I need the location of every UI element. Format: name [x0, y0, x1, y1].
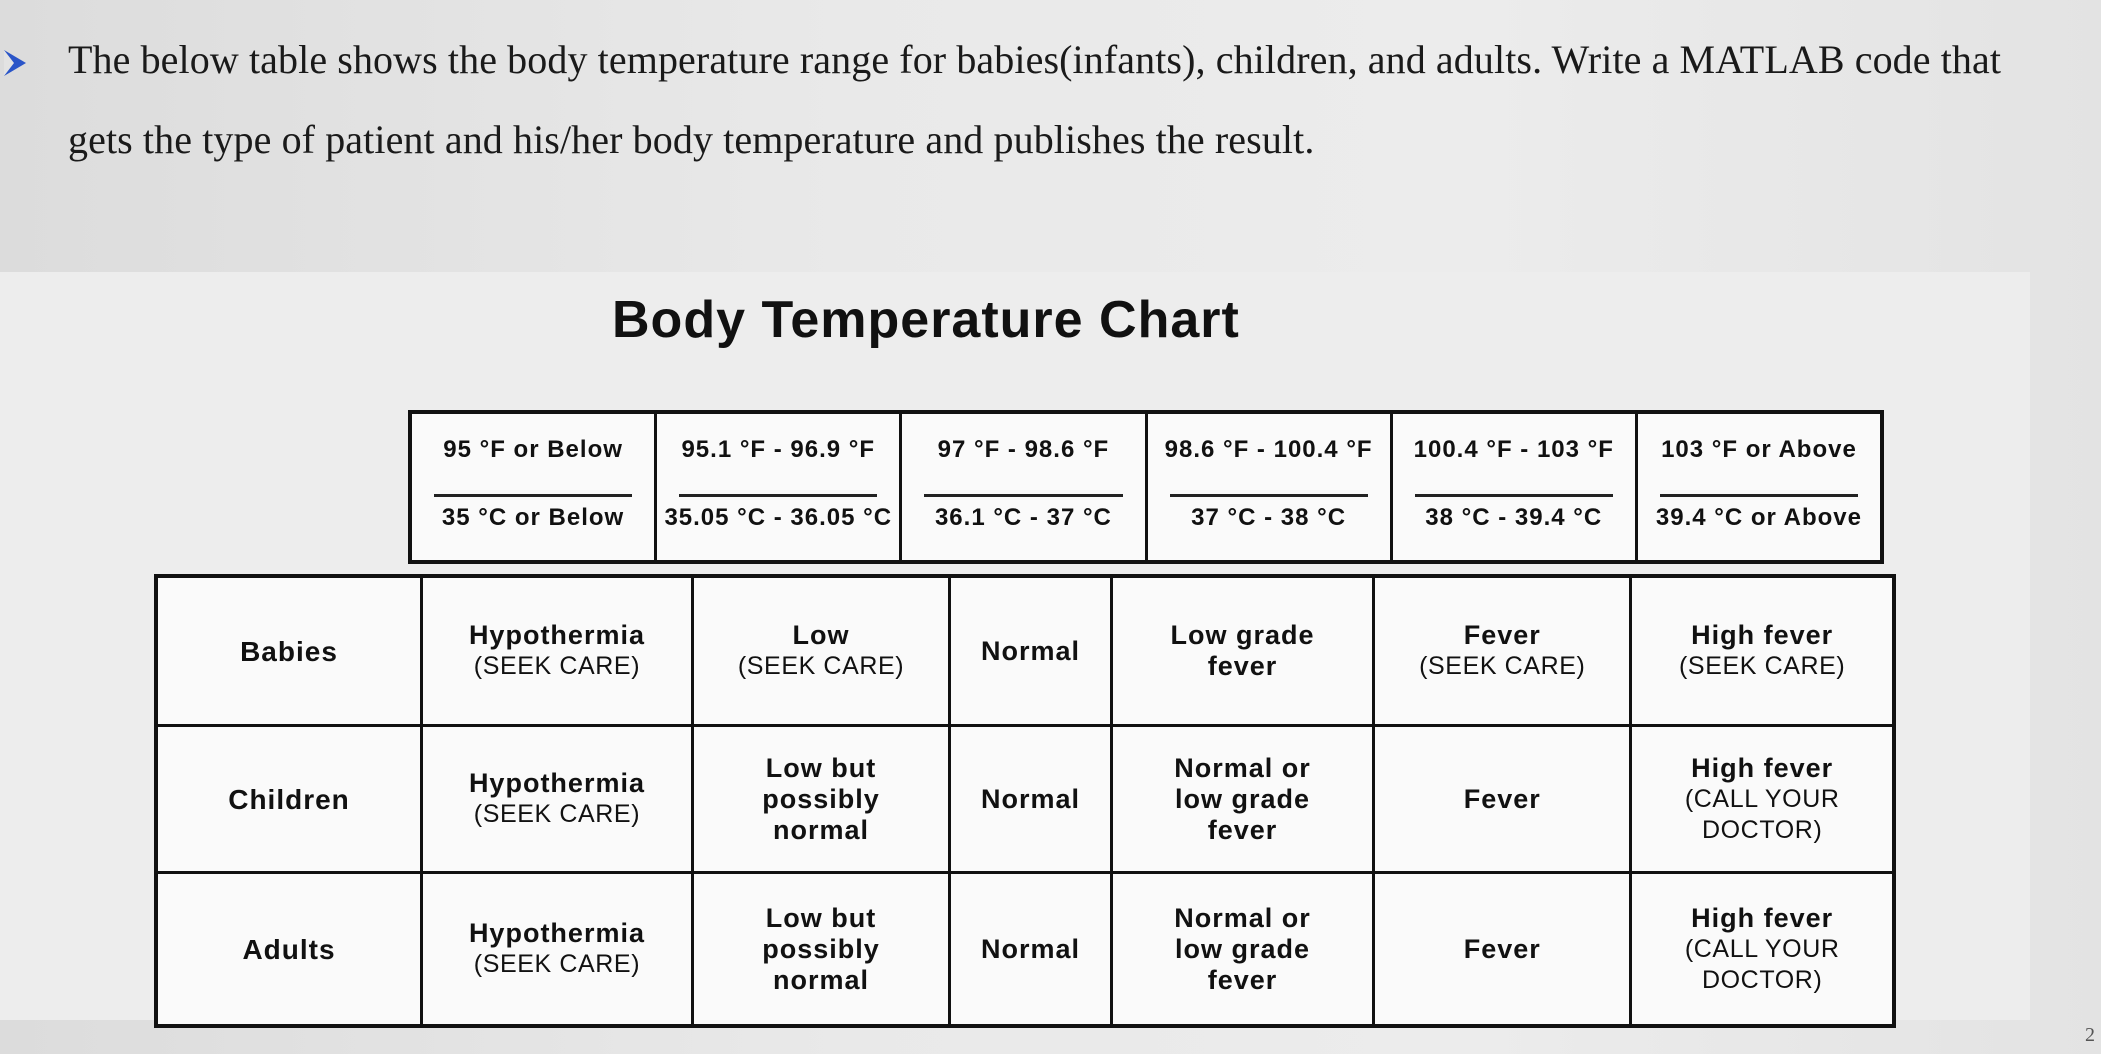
header-cell-6: 103 °F or Above 39.4 °C or Above — [1634, 414, 1880, 560]
cell-sub: (SEEK CARE) — [473, 652, 641, 680]
fahrenheit-range: 95.1 °F - 96.9 °F — [681, 436, 876, 463]
cell-sub: (CALL YOUR DOCTOR) — [1684, 784, 1840, 844]
cell-sub: (SEEK CARE) — [473, 950, 641, 978]
celsius-range: 36.1 °C - 37 °C — [934, 504, 1112, 531]
arrow-bullet-icon — [4, 50, 26, 76]
fahrenheit-range: 100.4 °F - 103 °F — [1413, 436, 1614, 463]
header-cell-4: 98.6 °F - 100.4 °F 37 °C - 38 °C — [1144, 414, 1390, 560]
cell-main: High fever — [1691, 752, 1834, 783]
table-cell: Low (SEEK CARE) — [690, 574, 952, 727]
table-cell: Low but possibly normal — [690, 871, 952, 1028]
row-label-adults: Adults — [154, 871, 423, 1028]
fahrenheit-range: 97 °F - 98.6 °F — [937, 436, 1110, 463]
cell-sub: (SEEK CARE) — [473, 800, 641, 828]
header-cell-3: 97 °F - 98.6 °F 36.1 °C - 37 °C — [899, 414, 1144, 560]
divider — [1659, 494, 1859, 497]
instruction-line-1: The below table shows the body temperatu… — [68, 37, 2002, 82]
cell-main: Low but possibly normal — [762, 752, 880, 845]
cell-main: Low but possibly normal — [762, 902, 880, 995]
table-row: Children Hypothermia (SEEK CARE) Low but … — [154, 724, 1896, 874]
table-cell: Hypothermia (SEEK CARE) — [420, 574, 694, 727]
cell-main: Hypothermia — [468, 918, 645, 948]
fahrenheit-range: 95 °F or Below — [443, 436, 623, 463]
celsius-range: 35.05 °C - 36.05 °C — [664, 504, 893, 531]
cell-main: Hypothermia — [468, 768, 645, 798]
cell-main: Normal — [980, 783, 1080, 814]
cell-main: Fever — [1463, 783, 1541, 814]
table-cell: Normal or low grade fever — [1109, 871, 1376, 1028]
celsius-range: 37 °C - 38 °C — [1191, 504, 1347, 531]
table-cell: High fever (CALL YOUR DOCTOR) — [1629, 871, 1896, 1028]
table-cell: Normal — [948, 724, 1113, 874]
cell-main: Normal — [980, 933, 1080, 964]
row-label-babies: Babies — [154, 574, 423, 727]
temperature-chart-table: Babies Hypothermia (SEEK CARE) Low (SEEK C… — [154, 574, 1896, 1028]
table-cell: Hypothermia (SEEK CARE) — [420, 871, 694, 1028]
divider — [1414, 494, 1613, 497]
table-cell: Fever (SEEK CARE) — [1372, 574, 1633, 727]
cell-sub: (CALL YOUR DOCTOR) — [1684, 934, 1840, 994]
table-cell: Normal — [948, 574, 1113, 727]
cell-main: Normal — [980, 635, 1080, 666]
header-cell-5: 100.4 °F - 103 °F 38 °C - 39.4 °C — [1389, 414, 1635, 560]
table-row: Adults Hypothermia (SEEK CARE) Low but po… — [154, 871, 1896, 1028]
cell-main: Low — [792, 620, 850, 650]
divider — [679, 494, 878, 497]
cell-sub: (SEEK CARE) — [1679, 652, 1846, 680]
header-cell-2: 95.1 °F - 96.9 °F 35.05 °C - 36.05 °C — [654, 414, 899, 560]
table-cell: Fever — [1372, 724, 1633, 874]
celsius-range: 35 °C or Below — [441, 504, 625, 531]
page-number: 2 — [2085, 1024, 2095, 1046]
table-cell: Hypothermia (SEEK CARE) — [420, 724, 694, 874]
table-cell: High fever (SEEK CARE) — [1629, 574, 1896, 727]
celsius-range: 38 °C - 39.4 °C — [1425, 504, 1603, 531]
celsius-range: 39.4 °C or Above — [1655, 504, 1862, 531]
cell-main: Fever — [1463, 933, 1541, 964]
cell-main: Low grade fever — [1170, 620, 1315, 681]
fahrenheit-range: 98.6 °F - 100.4 °F — [1164, 436, 1373, 463]
table-cell: Low grade fever — [1109, 574, 1376, 727]
cell-main: High fever — [1691, 902, 1834, 933]
cell-sub: (SEEK CARE) — [1419, 652, 1586, 680]
row-label-children: Children — [154, 724, 423, 874]
divider — [434, 494, 633, 497]
table-cell: Low but possibly normal — [690, 724, 952, 874]
cell-sub: (SEEK CARE) — [737, 652, 905, 680]
table-cell: Normal — [948, 871, 1113, 1028]
chart-title: Body Temperature Chart — [612, 291, 1240, 349]
divider — [1169, 494, 1368, 497]
table-cell: Normal or low grade fever — [1109, 724, 1376, 874]
cell-main: Hypothermia — [468, 620, 645, 650]
cell-main: Normal or low grade fever — [1174, 752, 1311, 845]
table-row: Babies Hypothermia (SEEK CARE) Low (SEEK C… — [154, 574, 1896, 727]
temperature-range-header: 95 °F or Below 35 °C or Below 95.1 °F - … — [408, 410, 1884, 564]
table-cell: Fever — [1372, 871, 1633, 1028]
fahrenheit-range: 103 °F or Above — [1661, 436, 1857, 463]
cell-main: High fever — [1691, 620, 1834, 650]
instruction-line-2: gets the type of patient and his/her bod… — [68, 117, 1315, 162]
cell-main: Fever — [1463, 620, 1541, 650]
header-cell-1: 95 °F or Below 35 °C or Below — [412, 414, 654, 560]
table-cell: High fever (CALL YOUR DOCTOR) — [1629, 724, 1896, 874]
cell-main: Normal or low grade fever — [1174, 902, 1311, 995]
divider — [924, 494, 1123, 497]
